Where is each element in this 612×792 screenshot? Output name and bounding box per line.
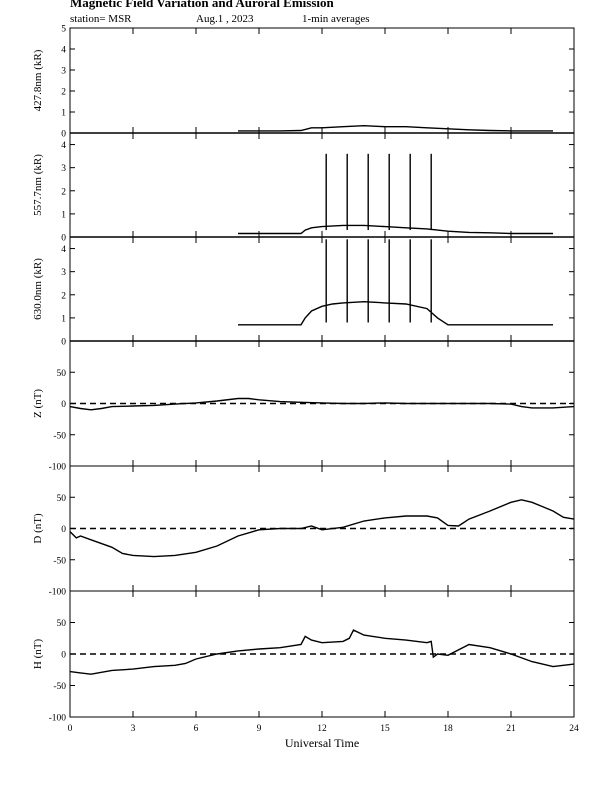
x-tick-label: 24 (569, 724, 579, 734)
y-tick-label: 5 (61, 25, 66, 35)
y-tick-label: -50 (53, 682, 66, 692)
y-tick-label: 3 (61, 268, 66, 278)
y-tick-label: 1 (61, 314, 66, 324)
y-tick-label: 0 (61, 525, 66, 535)
y-axis-label: Z (nT) (32, 389, 44, 418)
x-tick-label: 0 (68, 724, 73, 734)
x-tick-label: 15 (380, 724, 390, 734)
y-tick-label: -50 (53, 556, 66, 566)
y-tick-label: 0 (61, 234, 66, 244)
y-tick-label: 3 (61, 164, 66, 174)
y-axis-label: H (nT) (32, 639, 44, 670)
panel-h: -100 -50 0 50 H (nT) (32, 590, 575, 724)
y-tick-label: 2 (61, 291, 66, 301)
y-tick-label: 4 (61, 245, 66, 255)
x-tick-label: 12 (317, 724, 327, 734)
y-tick-label: 0 (61, 130, 66, 140)
panel-d: -100 -50 0 50 D (nT) (32, 465, 575, 598)
y-tick-label: 50 (57, 369, 67, 379)
x-tick-label: 21 (506, 724, 516, 734)
series-line (69, 499, 575, 558)
page-title: Magnetic Field Variation and Auroral Emi… (70, 0, 334, 10)
y-tick-label: -100 (49, 588, 67, 598)
y-tick-label: 50 (57, 619, 67, 629)
series-line (238, 124, 553, 132)
panel-6300: 0 1 2 3 4 630.0nm (kR) (32, 236, 575, 348)
x-axis-label: Universal Time (285, 736, 359, 750)
series-line (238, 300, 553, 326)
y-tick-label: 4 (61, 141, 66, 151)
y-tick-label: -50 (53, 431, 66, 441)
y-tick-label: 0 (61, 651, 66, 661)
panel-4278: 0 1 2 3 4 5 427.8nm (kR) (32, 25, 575, 140)
y-tick-label: 0 (61, 338, 66, 348)
y-tick-label: 1 (61, 109, 66, 119)
y-tick-label: 2 (61, 187, 66, 197)
x-tick-label: 3 (131, 724, 136, 734)
panel-z: -100 -50 0 50 Z (nT) (32, 340, 575, 473)
y-tick-label: 1 (61, 210, 66, 220)
y-axis-label: 427.8nm (kR) (32, 49, 44, 111)
y-tick-label: -100 (49, 714, 67, 724)
x-tick-label: 18 (443, 724, 453, 734)
y-tick-label: 4 (61, 46, 66, 56)
x-tick-label: 6 (194, 724, 199, 734)
y-tick-label: 50 (57, 494, 67, 504)
panel-frame (69, 132, 575, 238)
y-axis-label: D (nT) (32, 513, 44, 544)
panel-frame (69, 27, 575, 134)
averages-label: 1-min averages (302, 13, 370, 25)
x-tick-label: 9 (257, 724, 262, 734)
panel-5577: 0 1 2 3 4 557.7nm (kR) (32, 132, 575, 244)
series-line (69, 629, 575, 675)
y-tick-label: 2 (61, 88, 66, 98)
y-tick-label: 3 (61, 67, 66, 77)
y-axis-label: 630.0nm (kR) (32, 258, 44, 320)
y-tick-label: -100 (49, 463, 67, 473)
series-line (69, 397, 575, 411)
date-label: Aug.1 , 2023 (196, 13, 254, 25)
y-axis-label: 557.7nm (kR) (32, 154, 44, 216)
series-line (238, 224, 553, 235)
station-label: station= MSR (70, 13, 132, 25)
y-tick-label: 0 (61, 400, 66, 410)
